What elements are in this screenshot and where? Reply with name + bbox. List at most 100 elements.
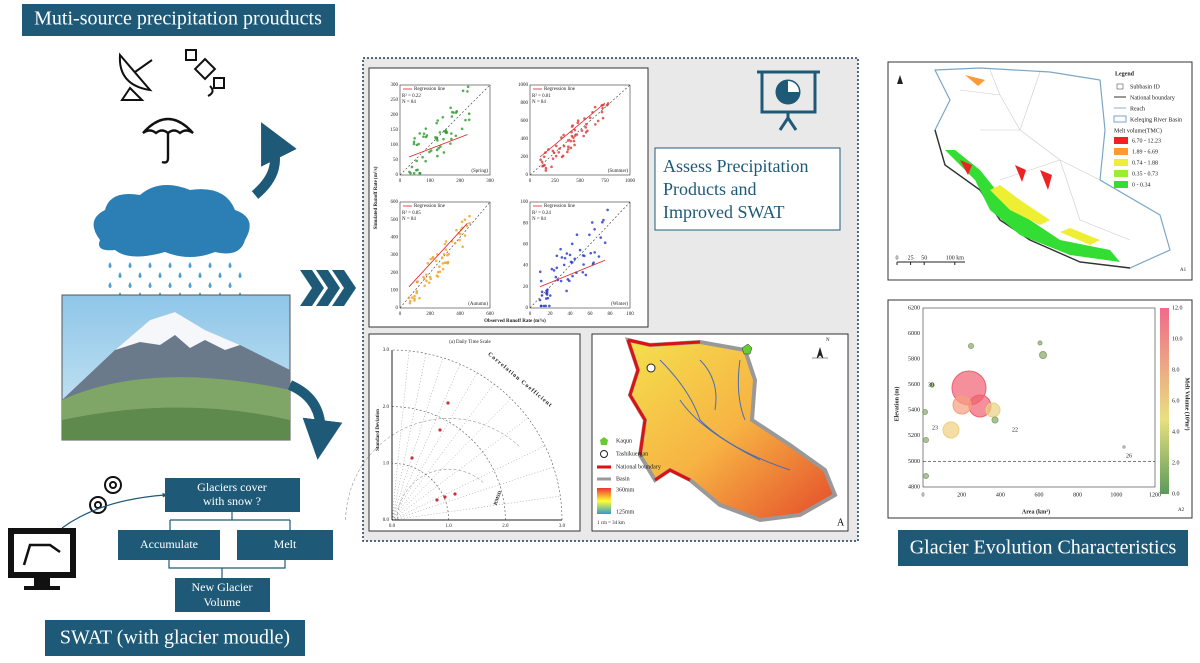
- presentation-icon: [757, 70, 820, 131]
- y-tick-label: 200: [391, 113, 399, 118]
- sd-tick-label: 0.0: [383, 518, 390, 523]
- glacier-label: 23: [932, 425, 938, 431]
- bubble: [929, 382, 935, 388]
- x-tick-label: 750: [601, 179, 609, 184]
- scatter-dot: [408, 301, 412, 305]
- path: [1040, 170, 1052, 190]
- scatter-dot: [548, 294, 552, 297]
- rect: [24, 586, 60, 590]
- scatter-dot: [441, 115, 445, 119]
- y-tick-label: 50: [393, 158, 399, 163]
- bubble: [985, 402, 1001, 418]
- glacier-label: 26: [1126, 453, 1132, 459]
- scatter-dot: [431, 256, 435, 260]
- scatter-dot: [428, 150, 431, 154]
- scatter-dot: [443, 242, 447, 246]
- n-text: N = 84: [402, 217, 416, 222]
- path: [316, 270, 340, 306]
- regression-line: [408, 134, 468, 158]
- flow-text: Glaciers cover: [197, 480, 267, 494]
- scatter-dot: [572, 136, 575, 140]
- scatter-dot: [551, 149, 555, 153]
- rect: [34, 578, 50, 586]
- scatter-dot: [416, 280, 419, 284]
- taylor-ylabel: Standard Deviation: [376, 409, 381, 451]
- taylor-point: [453, 492, 457, 496]
- scatter-dot: [429, 257, 433, 261]
- scatter-dot: [425, 279, 428, 283]
- scatter-dot: [463, 218, 467, 222]
- flow-text: with snow ?: [203, 494, 261, 508]
- legend-text: 6.70 - 12.23: [1132, 138, 1161, 144]
- rmsd-arc: [345, 418, 521, 521]
- scatter-dot: [437, 146, 440, 150]
- y-tick-label: 150: [391, 128, 399, 133]
- raindrop: [228, 282, 232, 288]
- scatter-dot: [554, 154, 558, 158]
- sd-tick-label: 0.0: [389, 524, 396, 529]
- x-tick-label: 800: [1073, 492, 1082, 498]
- scatter-dot: [418, 171, 421, 175]
- x-tick-label: 1200: [1149, 492, 1161, 498]
- melt-patches: [945, 75, 1120, 262]
- scatter-dot: [434, 259, 438, 263]
- scatter-dot: [601, 106, 604, 110]
- y-tick-label: 600: [391, 200, 399, 205]
- scatter-dot: [599, 236, 603, 239]
- taylor-title: (a) Daily Time Scale: [449, 340, 491, 345]
- scatter-dot: [538, 298, 542, 302]
- taylor-point: [410, 456, 414, 460]
- bubble: [1039, 351, 1047, 359]
- n-text: N = 84: [402, 100, 416, 105]
- legend-text: National boundary: [616, 464, 661, 470]
- middle-title: Assess Precipitation: [663, 156, 809, 176]
- raindrop: [208, 282, 212, 288]
- legend-text: 125mm: [616, 509, 635, 515]
- scatter-dot: [588, 116, 592, 119]
- gear-icons: [89, 476, 122, 514]
- x-tick-label: 400: [456, 312, 464, 317]
- scatter-dot: [427, 281, 431, 284]
- scatter-dot: [552, 151, 556, 155]
- scatter-dot: [539, 304, 543, 308]
- scatter-dot: [467, 112, 471, 116]
- scatter-panel: [368, 67, 649, 328]
- bubble: [968, 343, 974, 349]
- scatter-dot: [408, 299, 412, 303]
- path: [332, 270, 356, 306]
- taylor-point: [438, 428, 442, 432]
- legend-text: 1.89 - 6.69: [1132, 149, 1158, 155]
- x-tick-label: 80: [608, 312, 614, 317]
- scatter-dot: [412, 140, 416, 144]
- scatter-dot: [552, 269, 556, 272]
- subbasins: [959, 69, 1131, 241]
- scatter-dot: [425, 273, 428, 276]
- scatter-dot: [557, 150, 561, 154]
- corr-ray: [391, 364, 461, 521]
- taylor-rmsd: RMSD: [494, 490, 504, 506]
- scatter-dot: [576, 121, 580, 125]
- corr-ray: [391, 445, 546, 521]
- scatter-dot: [596, 119, 600, 123]
- arrow-up: [251, 122, 297, 199]
- scatter-dot: [554, 275, 558, 279]
- rect: [213, 77, 225, 89]
- n-text: N = 84: [532, 100, 546, 105]
- scatter-dot: [600, 110, 604, 114]
- scatter-dot: [460, 220, 464, 224]
- scatter-dot: [418, 296, 421, 300]
- scale-label: 25: [908, 255, 914, 261]
- rmsd-arc: [396, 468, 485, 521]
- y-tick-label: 6200: [908, 305, 920, 311]
- legend-subbasin: [1116, 83, 1124, 90]
- scatter-dot: [544, 304, 548, 308]
- x-tick-label: 0: [922, 492, 925, 498]
- middle-title: Products and: [663, 179, 757, 199]
- y-tick-label: 400: [521, 137, 529, 142]
- y-tick-label: 200: [391, 271, 399, 276]
- scatter-dot: [572, 139, 576, 143]
- panel-label: A2: [1178, 508, 1185, 513]
- corr-ray: [391, 466, 554, 521]
- y-tick-label: 0: [396, 306, 399, 311]
- scatter-dot: [412, 142, 416, 146]
